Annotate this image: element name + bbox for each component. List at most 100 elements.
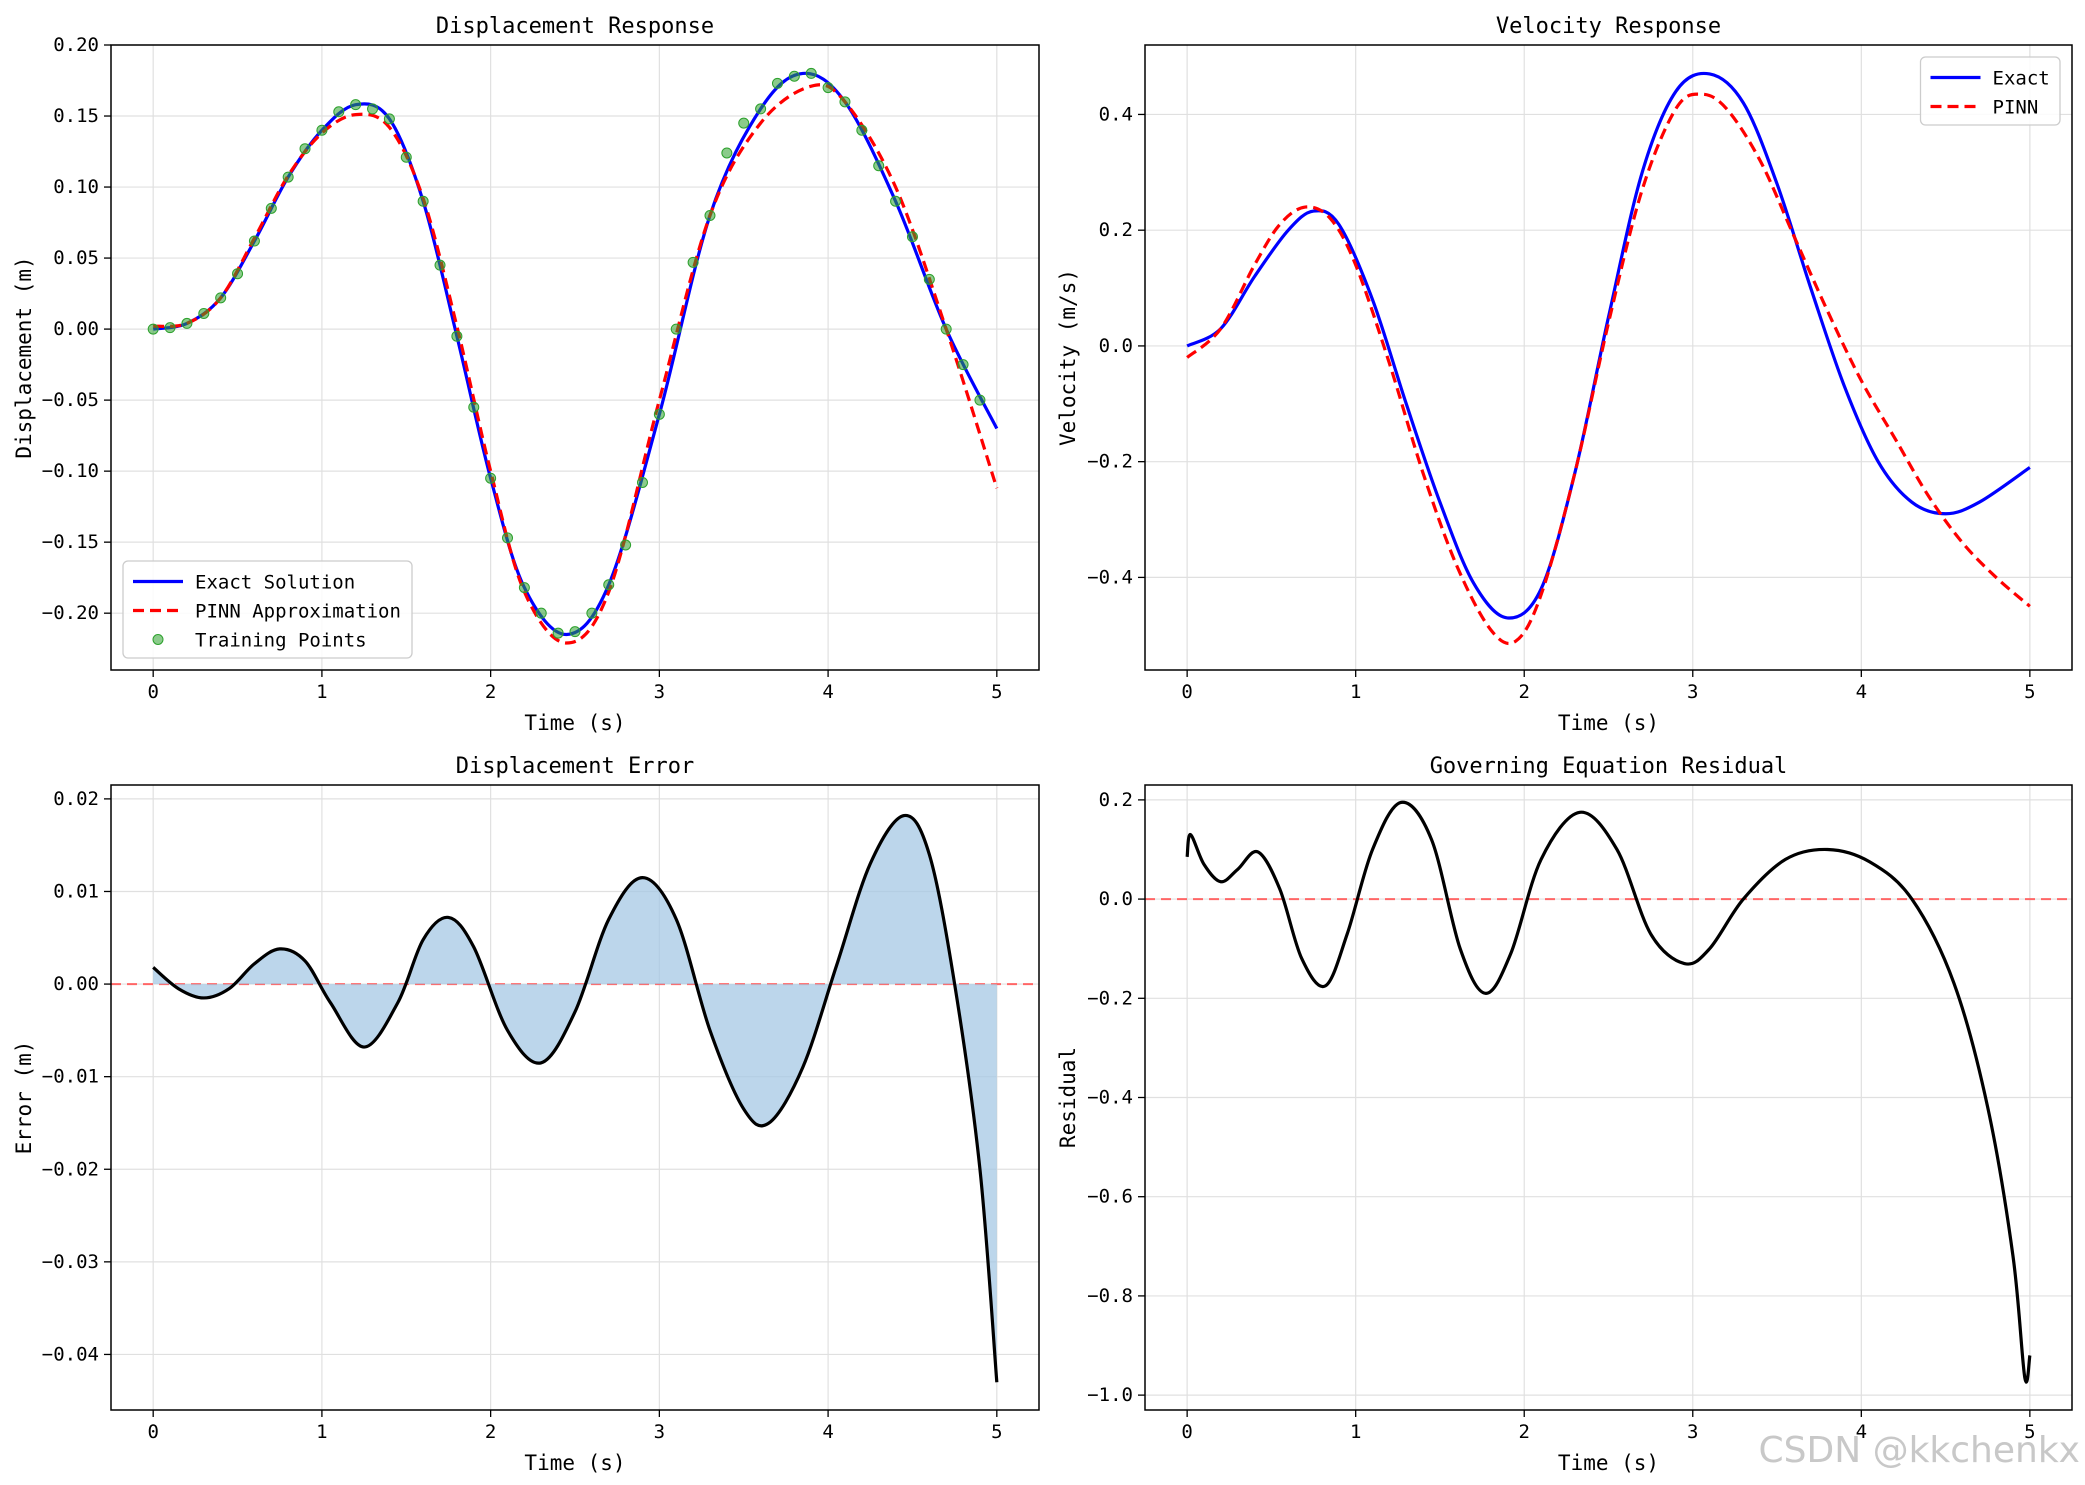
training-point	[856, 124, 868, 136]
y-tick-label: 0.0	[1099, 335, 1133, 357]
training-point	[485, 472, 497, 484]
training-point	[822, 82, 834, 94]
y-tick-label: −0.4	[1087, 1087, 1133, 1109]
training-point	[906, 231, 918, 243]
training-point	[333, 106, 345, 118]
y-tick-label: 0.05	[53, 247, 99, 269]
training-point	[248, 235, 260, 247]
x-tick-label: 2	[485, 1421, 496, 1443]
training-point	[755, 103, 767, 115]
x-tick-label: 2	[1519, 681, 1530, 703]
y-tick-label: 0.00	[53, 318, 99, 340]
plot-area	[1145, 800, 2072, 1384]
legend: Exact PINN	[1919, 56, 2061, 126]
y-tick-label: −0.2	[1087, 451, 1133, 473]
legend-label: Exact Solution	[195, 572, 355, 594]
y-tick-label: −0.6	[1087, 1186, 1133, 1208]
y-tick-label: 0.2	[1099, 219, 1133, 241]
x-tick-label: 1	[1350, 1421, 1361, 1443]
legend-marker	[152, 634, 164, 645]
grid	[111, 785, 1039, 1410]
training-point	[957, 359, 969, 371]
training-point	[535, 607, 547, 619]
x-tick-label: 2	[1519, 1421, 1530, 1443]
panels: 0 1 2 3 4 50.200.150.100.050.00−0.05−0.10−0.1…	[12, 14, 2073, 1475]
training-point	[198, 307, 210, 319]
training-point	[636, 477, 648, 488]
training-point	[400, 151, 412, 163]
x-tick-label: 4	[822, 1421, 833, 1443]
training-point	[434, 259, 446, 271]
training-point	[687, 256, 699, 268]
training-point	[890, 195, 902, 207]
training-point	[839, 96, 851, 108]
y-tick-label: 0.4	[1099, 103, 1133, 125]
training-point	[518, 582, 530, 594]
error-fill-area	[153, 815, 997, 1383]
series-line-curve	[152, 813, 999, 1383]
chart-error: 0 1 2 3 4 5 0.02 0.01 0.00 −0.01 −0.02 −0.03 −0.04 Di…	[12, 754, 1040, 1475]
y-tick-label: −0.4	[1087, 566, 1133, 588]
training-point	[417, 195, 429, 207]
axes-frame	[110, 44, 1040, 671]
plot-area	[111, 813, 1039, 1383]
x-axis-label: Time (s)	[1558, 1451, 1659, 1475]
plot-area	[1186, 71, 2031, 646]
y-tick-label: 0.2	[1099, 789, 1133, 811]
training-point	[586, 607, 598, 619]
chart-title: Displacement Response	[436, 14, 714, 39]
y-tick-label: 0.10	[53, 176, 99, 198]
x-tick-label: 0	[147, 1421, 158, 1443]
y-tick-label: −0.15	[42, 531, 99, 553]
chart-velocity: 0 1 2 3 4 5 0.4 0.2 0.0 −0.2 −0.4 Velocity Response…	[1056, 14, 2073, 735]
training-point	[468, 401, 480, 413]
training-point	[350, 99, 362, 111]
watermark: CSDN @kkchenkx	[1758, 1430, 2080, 1471]
training-point	[569, 626, 581, 638]
y-axis-label: Residual	[1056, 1047, 1080, 1148]
training-point	[721, 147, 733, 159]
chart-displacement: 0 1 2 3 4 5 0.20 0.15 0.10 0.05 0.00 −0.05 −0.10 −0.1…	[12, 14, 1040, 735]
chart-residual: 0 1 2 3 4 5 0.2 0.0 −0.2 −0.4 −0.6 −0.8 −1.0 Governin…	[1056, 754, 2073, 1475]
x-tick-label: 0	[1181, 681, 1192, 703]
x-tick-label: 3	[654, 681, 665, 703]
training-point	[670, 323, 682, 335]
grid	[1145, 45, 2072, 670]
y-tick-label: −0.20	[42, 602, 99, 624]
x-tick-label: 3	[654, 1421, 665, 1443]
grid	[111, 44, 1039, 670]
training-point	[164, 322, 176, 334]
legend-label: Exact	[1993, 68, 2050, 90]
y-tick-label: 0.0	[1099, 888, 1133, 910]
training-point	[974, 394, 986, 406]
training-point	[704, 209, 716, 221]
x-axis-label: Time (s)	[524, 1451, 625, 1475]
y-tick-label: −0.05	[42, 389, 99, 411]
x-tick-label: 5	[991, 1421, 1002, 1443]
training-point	[940, 323, 952, 335]
training-point	[316, 124, 328, 136]
x-tick-label: 4	[1856, 1421, 1867, 1443]
series-line-curve	[1185, 800, 2032, 1384]
y-tick-label: 0.01	[53, 880, 99, 902]
y-tick-label: −1.0	[1087, 1384, 1133, 1406]
training-point	[232, 268, 244, 280]
y-tick-label: −0.02	[42, 1158, 99, 1180]
legend-label: PINN Approximation	[195, 601, 401, 623]
training-point	[215, 292, 227, 304]
chart-title: Displacement Error	[456, 754, 694, 779]
x-tick-label: 0	[1181, 1421, 1192, 1443]
y-tick-label: −0.01	[42, 1066, 99, 1088]
y-tick-label: 0.20	[53, 34, 99, 56]
training-point	[738, 117, 750, 129]
x-tick-label: 5	[2024, 1421, 2035, 1443]
y-tick-label: 0.02	[53, 788, 99, 810]
axes-frame	[1144, 44, 2073, 671]
y-tick-label: −0.03	[42, 1251, 99, 1273]
training-point	[299, 143, 311, 155]
x-tick-label: 1	[1350, 681, 1361, 703]
x-tick-label: 5	[2024, 681, 2035, 703]
training-point	[788, 70, 800, 82]
x-tick-label: 3	[1687, 1421, 1698, 1443]
